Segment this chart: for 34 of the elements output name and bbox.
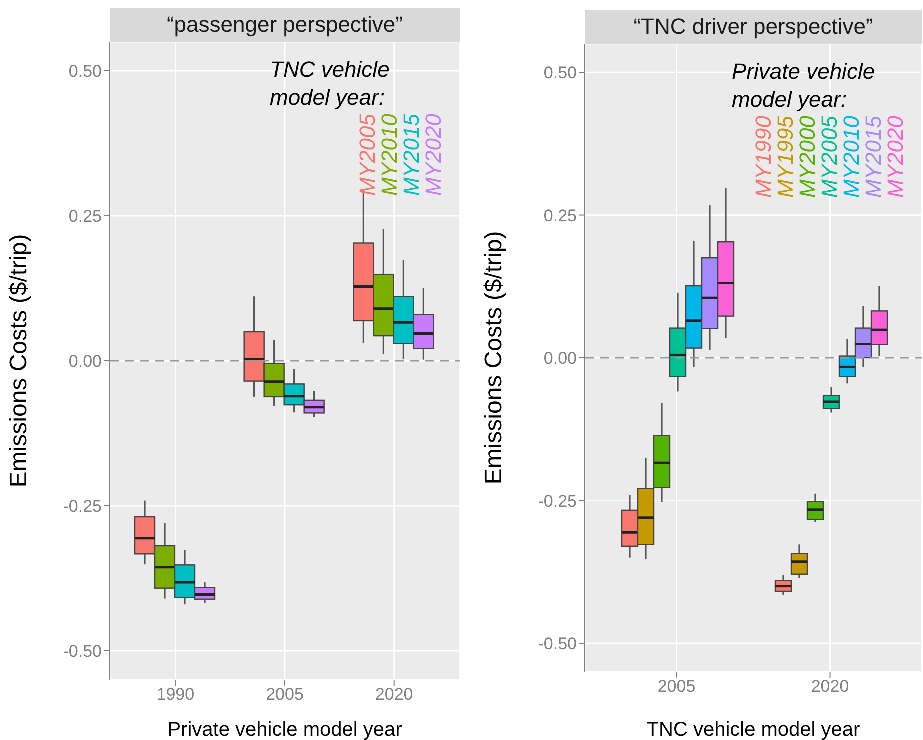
text: MY2000 — [795, 116, 820, 198]
chart-title: “passenger perspective” — [110, 8, 460, 42]
x-tick-label: 2005 — [266, 685, 304, 704]
x-tick-label: 2005 — [658, 677, 696, 696]
text: MY2010 — [377, 114, 402, 196]
legend-title: TNC vehicle model year: — [270, 56, 391, 112]
y-tick-label: 0.50 — [544, 64, 577, 83]
y-tick-label: -0.25 — [63, 497, 102, 516]
y-axis-title: Emissions Costs ($/trip) — [480, 231, 508, 485]
text: MY2015 — [399, 114, 424, 196]
y-tick-label: -0.50 — [538, 634, 577, 654]
legend-title: Private vehicle model year: — [732, 58, 876, 114]
x-tick-label: 2020 — [375, 685, 414, 704]
text: MY2005 — [355, 114, 380, 196]
x-axis-title: Private vehicle model year — [168, 719, 403, 740]
text: MY2005 — [817, 116, 842, 198]
text: MY2020 — [883, 116, 908, 198]
x-tick-label: 1990 — [156, 685, 195, 704]
text: MY2010 — [839, 116, 864, 198]
y-tick-label: 0.00 — [68, 352, 102, 372]
y-tick-label: -0.50 — [63, 642, 102, 662]
x-axis-title: TNC vehicle model year — [646, 719, 861, 740]
y-tick-label: -0.25 — [538, 492, 577, 511]
x-tick-label: 2020 — [811, 677, 850, 696]
y-axis-title: Emissions Costs ($/trip) — [6, 234, 33, 488]
y-tick-label: 0.25 — [68, 207, 102, 226]
text: MY2015 — [861, 116, 886, 198]
y-tick-label: 0.50 — [68, 62, 102, 82]
text: MY2020 — [421, 114, 446, 196]
text: MY1995 — [773, 116, 798, 198]
y-tick-label: 0.00 — [544, 349, 577, 368]
chart-title: “TNC driver perspective” — [585, 10, 922, 44]
y-tick-label: 0.25 — [544, 206, 577, 226]
text: MY1990 — [751, 116, 776, 198]
